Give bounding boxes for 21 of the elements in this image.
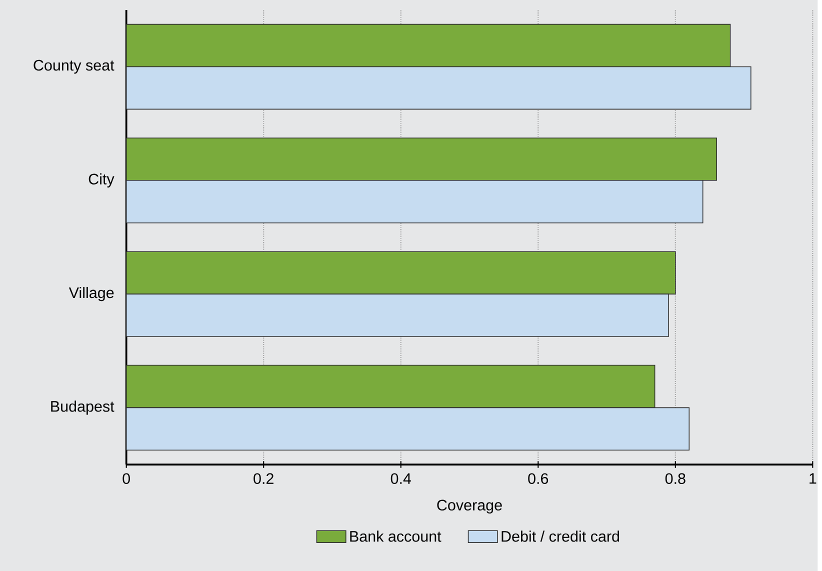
x-tick-label: 0.6 (528, 473, 548, 484)
y-tick-label: City (88, 173, 114, 188)
bar (126, 294, 669, 337)
x-axis-title: Coverage (437, 500, 502, 514)
bar (126, 138, 717, 181)
bar (126, 364, 656, 408)
y-tick-label: Village (68, 286, 114, 302)
y-tick-label: County seat (34, 60, 114, 74)
bar (126, 251, 676, 294)
legend-label: Bank account (350, 530, 442, 542)
bar (126, 24, 731, 68)
x-tick-label: 1 (810, 473, 816, 484)
x-tick-label: 0.4 (390, 473, 412, 484)
x-tick-label: 0.8 (665, 473, 686, 484)
x-tick-label: 0 (122, 473, 130, 484)
x-tick-label: 0.2 (254, 473, 274, 484)
bar (126, 180, 704, 224)
bar (126, 407, 690, 451)
legend-label: Debit / credit card (502, 530, 620, 542)
y-tick-label: Budapest (51, 400, 114, 415)
bar (126, 66, 752, 110)
